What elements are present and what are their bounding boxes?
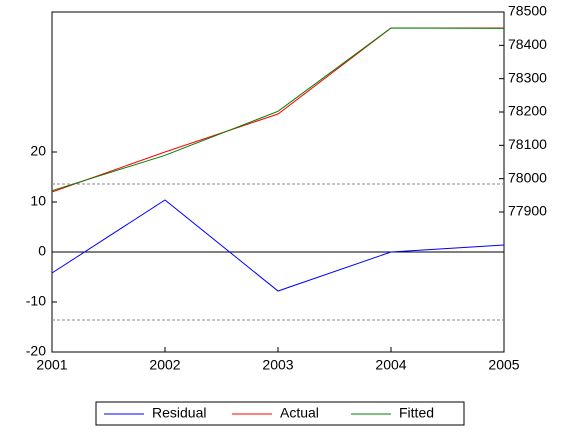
x-tick-label: 2001 — [36, 357, 67, 373]
y2-tick-label: 78500 — [508, 3, 547, 19]
x-tick-label: 2003 — [262, 357, 293, 373]
legend-box — [95, 401, 465, 426]
y-tick-label: 0 — [38, 243, 46, 259]
y2-tick-label: 78400 — [508, 36, 547, 52]
legend-label: Residual — [152, 405, 206, 421]
legend-label: Fitted — [399, 405, 434, 421]
plot-frame — [51, 11, 505, 353]
y2-tick-label: 78300 — [508, 69, 547, 85]
series-line — [51, 27, 505, 192]
x-tick-label: 2005 — [488, 357, 519, 373]
legend-label: Actual — [280, 405, 319, 421]
y2-tick-label: 78000 — [508, 169, 547, 185]
series-line — [51, 199, 505, 292]
y2-tick-label: 78200 — [508, 103, 547, 119]
y-tick-label: -20 — [26, 343, 46, 359]
y-tick-label: -10 — [26, 293, 46, 309]
y2-tick-label: 77900 — [508, 203, 547, 219]
x-tick-label: 2004 — [375, 357, 406, 373]
y2-tick-label: 78100 — [508, 136, 547, 152]
x-tick-label: 2002 — [149, 357, 180, 373]
series-line — [51, 27, 504, 193]
y-tick-label: 10 — [30, 193, 46, 209]
y-tick-label: 20 — [30, 143, 46, 159]
